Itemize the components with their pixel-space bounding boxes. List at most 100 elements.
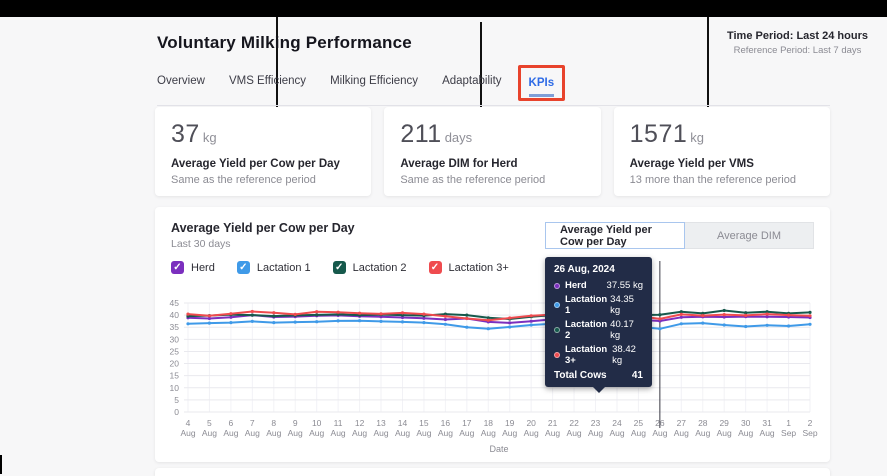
- svg-text:14: 14: [398, 418, 408, 428]
- svg-text:Date: Date: [489, 444, 508, 454]
- svg-text:25: 25: [634, 418, 644, 428]
- svg-text:10: 10: [170, 383, 180, 393]
- svg-text:40: 40: [170, 310, 180, 320]
- svg-text:Aug: Aug: [652, 428, 667, 438]
- svg-text:7: 7: [250, 418, 255, 428]
- legend-label: Lactation 1: [256, 261, 311, 274]
- line-chart[interactable]: 0510152025303540454Aug5Aug6Aug7Aug8Aug9A…: [155, 261, 830, 462]
- svg-text:12: 12: [355, 418, 365, 428]
- tooltip-total-label: Total Cows: [554, 370, 607, 381]
- chart-panel: Average Yield per Cow per Day Last 30 da…: [155, 207, 830, 462]
- svg-text:Aug: Aug: [223, 428, 238, 438]
- svg-text:30: 30: [170, 334, 180, 344]
- series-dot-herd: [554, 282, 560, 289]
- svg-text:Aug: Aug: [180, 428, 195, 438]
- svg-text:Aug: Aug: [202, 428, 217, 438]
- tooltip-row-lactation-1: Lactation 1 34.35 kg: [554, 294, 643, 316]
- svg-text:Aug: Aug: [395, 428, 410, 438]
- chart-subtitle: Last 30 days: [171, 238, 231, 250]
- checkbox-lactation1-icon[interactable]: ✓: [236, 261, 250, 274]
- next-panel-edge: [155, 468, 830, 476]
- svg-text:Aug: Aug: [416, 428, 431, 438]
- checkbox-lactation2-icon[interactable]: ✓: [332, 261, 346, 274]
- svg-text:Aug: Aug: [309, 428, 324, 438]
- toggle-average-dim[interactable]: Average DIM: [685, 222, 814, 249]
- chart-title: Average Yield per Cow per Day: [171, 221, 355, 235]
- svg-text:Aug: Aug: [459, 428, 474, 438]
- svg-text:45: 45: [170, 298, 180, 308]
- chart-tooltip: 26 Aug, 2024 Herd 37.55 kg Lactation 1 3…: [545, 257, 652, 393]
- tooltip-date: 26 Aug, 2024: [554, 264, 615, 275]
- svg-text:Aug: Aug: [524, 428, 539, 438]
- svg-text:Aug: Aug: [373, 428, 388, 438]
- page-title: Voluntary Milking Performance: [157, 33, 412, 52]
- legend-item-lactation-1[interactable]: ✓ Lactation 1: [236, 261, 311, 274]
- tooltip-series-value: 38.42 kg: [612, 344, 636, 366]
- svg-text:Aug: Aug: [438, 428, 453, 438]
- tab-overview[interactable]: Overview: [157, 74, 205, 87]
- svg-text:13: 13: [376, 418, 386, 428]
- svg-text:Sep: Sep: [781, 428, 796, 438]
- svg-text:31: 31: [762, 418, 772, 428]
- kpi-value: 1571: [629, 120, 688, 148]
- series-dot-lactation2: [554, 327, 560, 333]
- svg-text:19: 19: [505, 418, 515, 428]
- legend-item-lactation-2[interactable]: ✓ Lactation 2: [332, 261, 407, 274]
- series-dot-lactation1: [554, 302, 560, 308]
- legend-item-herd[interactable]: ✓ Herd: [171, 261, 215, 274]
- tooltip-row-lactation-3plus: Lactation 3+ 38.42 kg: [554, 344, 643, 366]
- svg-text:15: 15: [419, 418, 429, 428]
- svg-text:8: 8: [271, 418, 276, 428]
- tab-adaptability[interactable]: Adaptability: [442, 74, 502, 87]
- svg-text:Aug: Aug: [245, 428, 260, 438]
- svg-text:Aug: Aug: [717, 428, 732, 438]
- tooltip-series-name: Lactation 3+: [565, 344, 608, 366]
- kpi-unit: kg: [690, 130, 705, 145]
- time-period-label: Time Period: Last 24 hours: [726, 30, 868, 42]
- svg-text:Aug: Aug: [760, 428, 775, 438]
- svg-text:Aug: Aug: [609, 428, 624, 438]
- legend-item-lactation-3plus[interactable]: ✓ Lactation 3+: [428, 261, 509, 274]
- svg-text:22: 22: [569, 418, 579, 428]
- checkbox-herd-icon[interactable]: ✓: [171, 261, 184, 274]
- top-black-bar: [0, 0, 887, 17]
- svg-text:29: 29: [719, 418, 729, 428]
- svg-text:Aug: Aug: [288, 428, 303, 438]
- tooltip-series-value: 34.35 kg: [610, 294, 634, 316]
- svg-text:Aug: Aug: [352, 428, 367, 438]
- reference-period-label: Reference Period: Last 7 days: [733, 45, 862, 56]
- svg-text:18: 18: [484, 418, 494, 428]
- kpi-label: Average Yield per VMS: [629, 158, 754, 170]
- kpi-value: 211: [400, 120, 442, 148]
- svg-text:17: 17: [462, 418, 472, 428]
- tooltip-series-name: Herd: [565, 280, 587, 291]
- tooltip-series-name: Lactation 2: [565, 319, 608, 341]
- svg-text:2: 2: [808, 418, 813, 428]
- tab-milking-efficiency[interactable]: Milking Efficiency: [330, 74, 419, 87]
- svg-text:Aug: Aug: [588, 428, 603, 438]
- svg-text:28: 28: [698, 418, 708, 428]
- time-period-block: Time Period: Last 24 hours Reference Per…: [710, 30, 885, 56]
- chart-metric-toggle: Average Yield per Cow per Day Average DI…: [545, 222, 814, 249]
- svg-text:24: 24: [612, 418, 622, 428]
- svg-text:27: 27: [677, 418, 687, 428]
- svg-text:16: 16: [441, 418, 451, 428]
- svg-text:5: 5: [174, 395, 179, 405]
- svg-text:30: 30: [741, 418, 751, 428]
- svg-text:21: 21: [548, 418, 558, 428]
- kpi-value: 37: [171, 120, 200, 148]
- svg-text:Aug: Aug: [266, 428, 281, 438]
- tab-vms-efficiency[interactable]: VMS Efficiency: [228, 74, 307, 87]
- legend-label: Herd: [191, 261, 215, 274]
- kpis-annotation-box: KPIs: [517, 65, 566, 101]
- toggle-average-yield[interactable]: Average Yield per Cow per Day: [545, 222, 685, 249]
- svg-text:35: 35: [170, 322, 180, 332]
- tab-kpis[interactable]: KPIs: [528, 77, 555, 97]
- kpi-card-row: 37 kg Average Yield per Cow per Day Same …: [155, 107, 830, 196]
- svg-text:25: 25: [170, 346, 180, 356]
- tooltip-series-value: 37.55 kg: [606, 280, 643, 291]
- svg-text:Aug: Aug: [481, 428, 496, 438]
- series-dot-lactation3: [554, 352, 560, 358]
- tooltip-series-value: 40.17 kg: [610, 319, 634, 341]
- checkbox-lactation3-icon[interactable]: ✓: [428, 261, 442, 274]
